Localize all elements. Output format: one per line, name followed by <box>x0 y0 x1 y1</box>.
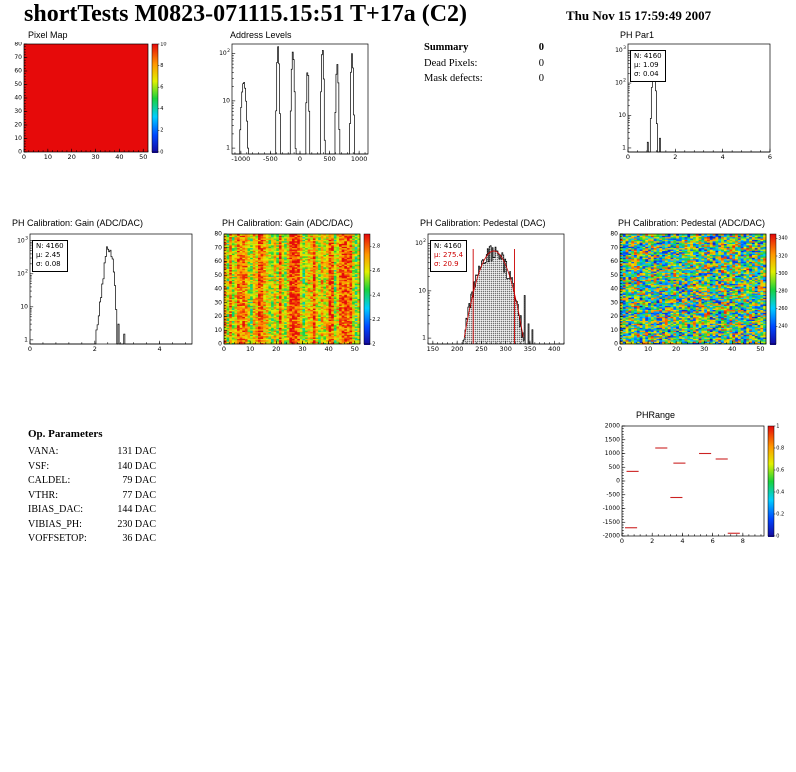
chart-title: PH Calibration: Pedestal (DAC) <box>420 218 546 228</box>
chart-title: Address Levels <box>230 30 292 40</box>
stats-sigma: σ: 20.9 <box>434 260 459 268</box>
parameter-label: VTHR: <box>28 489 58 501</box>
summary-row: Dead Pixels: 0 <box>424 58 544 69</box>
gain-histogram-panel: PH Calibration: Gain (ADC/DAC) N: 4160 μ… <box>4 218 200 360</box>
stats-mean: μ: 275.4 <box>434 251 464 259</box>
parameter-label: VIBIAS_PH: <box>28 518 82 530</box>
summary-value: 0 <box>538 42 544 53</box>
pedestal-histogram-panel: PH Calibration: Pedestal (DAC) N: 4160 μ… <box>406 218 570 360</box>
pedestal-map-canvas <box>600 230 796 360</box>
parameter-row: VOFFSETOP: 36 DAC <box>28 533 156 544</box>
parameter-row: IBIAS_DAC: 144 DAC <box>28 504 156 515</box>
summary-row: Mask defects: 0 <box>424 73 544 84</box>
pixel-map-panel: Pixel Map <box>6 30 178 166</box>
parameter-row: VTHR: 77 DAC <box>28 490 156 501</box>
op-parameters-panel: Op. Parameters VANA: 131 DAC VSF: 140 DA… <box>28 428 156 548</box>
stats-mean: μ: 1.09 <box>634 61 659 69</box>
address-levels-panel: Address Levels <box>214 30 374 170</box>
summary-panel: Summary 0 Dead Pixels: 0 Mask defects: 0 <box>424 42 544 89</box>
parameter-label: VOFFSETOP: <box>28 533 87 544</box>
parameter-row: VANA: 131 DAC <box>28 446 156 457</box>
summary-row-label: Dead Pixels: <box>424 57 478 69</box>
chart-title: PH Calibration: Pedestal (ADC/DAC) <box>618 218 766 228</box>
stats-entries: N: 4160 <box>634 52 662 60</box>
stats-box: N: 4160 μ: 1.09 σ: 0.04 <box>630 50 666 82</box>
gain-map-panel: PH Calibration: Gain (ADC/DAC) <box>204 218 390 360</box>
stats-box: N: 4160 μ: 2.45 σ: 0.08 <box>32 240 68 272</box>
parameter-label: IBIAS_DAC: <box>28 504 84 515</box>
ph-par1-panel: PH Par1 N: 4160 μ: 1.09 σ: 0.04 <box>604 30 782 166</box>
summary-title-row: Summary 0 <box>424 42 544 53</box>
parameter-value: 36 DAC <box>122 533 156 544</box>
address-levels-canvas <box>214 42 374 170</box>
stats-sigma: σ: 0.08 <box>36 260 61 268</box>
summary-row-value: 0 <box>538 73 544 84</box>
op-parameters-title: Op. Parameters <box>28 428 103 440</box>
page-title: shortTests M0823-071115.15:51 T+17a (C2) <box>24 1 468 27</box>
parameter-row: CALDEL: 79 DAC <box>28 475 156 486</box>
pixel-map-canvas <box>6 42 178 166</box>
stats-entries: N: 4160 <box>434 242 462 250</box>
stats-sigma: σ: 0.04 <box>634 70 659 78</box>
parameter-row: VIBIAS_PH: 230 DAC <box>28 519 156 530</box>
phrange-canvas <box>592 422 792 550</box>
chart-title: PHRange <box>636 410 676 420</box>
parameter-label: VSF: <box>28 460 50 472</box>
parameter-value: 131 DAC <box>117 446 156 457</box>
parameter-label: VANA: <box>28 446 59 457</box>
chart-title: PH Calibration: Gain (ADC/DAC) <box>12 218 144 228</box>
parameter-value: 140 DAC <box>117 460 156 472</box>
stats-mean: μ: 2.45 <box>36 251 61 259</box>
summary-row-label: Mask defects: <box>424 73 483 84</box>
parameter-value: 144 DAC <box>117 504 156 515</box>
parameter-label: CALDEL: <box>28 475 71 486</box>
summary-row-value: 0 <box>538 57 544 69</box>
parameter-value: 77 DAC <box>122 489 156 501</box>
stats-box: N: 4160 μ: 275.4 σ: 20.9 <box>430 240 468 272</box>
stats-entries: N: 4160 <box>36 242 64 250</box>
parameter-row: VSF: 140 DAC <box>28 461 156 472</box>
chart-title: PH Calibration: Gain (ADC/DAC) <box>222 218 354 228</box>
chart-title: Pixel Map <box>28 30 68 40</box>
chart-title: PH Par1 <box>620 30 655 40</box>
summary-title: Summary <box>424 42 469 53</box>
gain-map-canvas <box>204 230 390 360</box>
pedestal-map-panel: PH Calibration: Pedestal (ADC/DAC) <box>600 218 796 360</box>
parameter-value: 230 DAC <box>117 518 156 530</box>
phrange-panel: PHRange <box>592 410 792 550</box>
timestamp: Thu Nov 15 17:59:49 2007 <box>566 8 712 23</box>
parameter-value: 79 DAC <box>122 475 156 486</box>
